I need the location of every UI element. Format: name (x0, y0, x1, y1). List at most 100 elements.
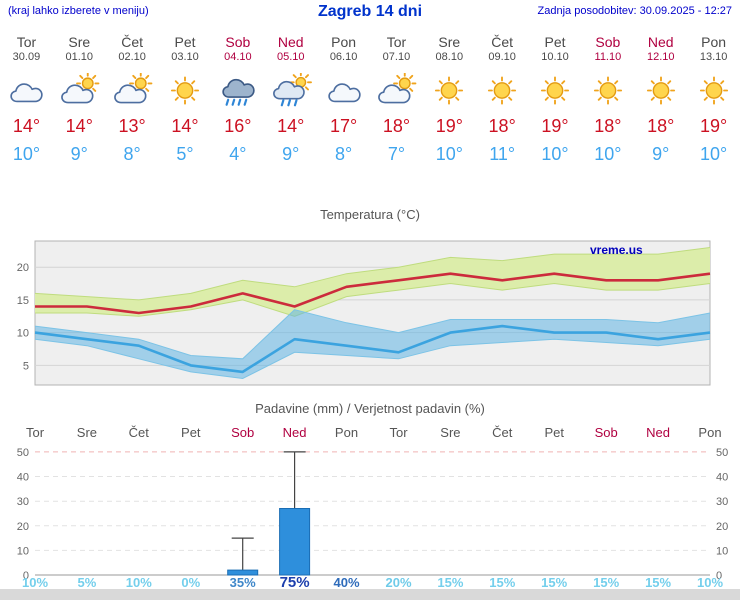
day-high-temp: 16° (224, 116, 252, 136)
precip-probability: 15% (593, 575, 619, 590)
precip-day-label: Pet (544, 425, 564, 440)
day-date: 13.10 (699, 51, 728, 63)
weather-icon-cell (423, 70, 476, 110)
sun-icon (540, 75, 570, 105)
precip-probability: 0% (181, 575, 200, 590)
day-name: Sre (438, 34, 461, 50)
precip-y-tick-left: 40 (17, 472, 29, 484)
weather-icon-cell (211, 70, 264, 110)
day-name: Čet (491, 34, 514, 50)
temp-y-tick: 5 (23, 360, 29, 372)
weather-icon-cell (106, 70, 159, 110)
day-date: 30.09 (12, 51, 41, 63)
precip-y-tick-left: 10 (17, 545, 29, 557)
last-updated: Zadnja posodobitev: 30.09.2025 - 12:27 (537, 5, 732, 17)
sun-cloud-icon (114, 72, 153, 103)
sun-cloud-icon (378, 72, 417, 103)
sun-rain-icon (272, 72, 312, 106)
day-column[interactable]: Sre 01.10 14° 9° (53, 34, 106, 165)
day-date: 05.10 (276, 51, 305, 63)
precip-y-tick-left: 0 (23, 570, 29, 582)
weather-icon-cell (264, 70, 317, 110)
precip-probability: 15% (645, 575, 671, 590)
precip-probability: 15% (541, 575, 567, 590)
day-low-temp: 9° (70, 144, 88, 164)
rain-icon (222, 78, 255, 106)
precip-probability: 10% (697, 575, 723, 590)
day-high-temp: 13° (118, 116, 146, 136)
day-column[interactable]: Čet 09.10 18° 11° (476, 34, 529, 165)
day-column[interactable]: Sob 11.10 18° 10° (581, 34, 634, 165)
precip-y-tick-left: 20 (17, 521, 29, 533)
day-column[interactable]: Pet 03.10 14° 5° (159, 34, 212, 165)
temp-max-line (35, 272, 711, 315)
precip-day-label: Pon (698, 425, 721, 440)
watermark: vreme.us (590, 243, 643, 257)
day-name: Pon (331, 34, 357, 50)
day-low-temp: 10° (435, 144, 463, 164)
precip-day-label: Tor (389, 425, 408, 440)
day-date: 01.10 (65, 51, 94, 63)
day-high-temp: 14° (65, 116, 93, 136)
day-column[interactable]: Ned 05.10 14° 9° (264, 34, 317, 165)
day-low-temp: 7° (387, 144, 406, 164)
precipitation-chart-title: Padavine (mm) / Verjetnost padavin (%) (255, 401, 485, 416)
day-column[interactable]: Tor 30.09 14° 10° (0, 34, 53, 165)
precip-y-tick-right: 30 (716, 496, 728, 508)
day-high-temp: 18° (594, 116, 622, 136)
precip-y-tick-right: 0 (716, 570, 722, 582)
precip-day-label: Ned (646, 425, 670, 440)
day-column[interactable]: Tor 07.10 18° 7° (370, 34, 423, 165)
precip-day-label: Sre (440, 425, 460, 440)
weather-icon-cell (476, 70, 529, 110)
precip-probability: 20% (385, 575, 411, 590)
weather-icon-cell (0, 70, 53, 110)
precip-day-label: Ned (283, 425, 307, 440)
sun-cloud-icon (61, 72, 100, 103)
topbar: (kraj lahko izberete v meniju) Zagreb 14… (0, 0, 740, 24)
precip-y-tick-right: 40 (716, 472, 728, 484)
day-high-temp: 14° (277, 116, 305, 136)
day-column[interactable]: Čet 02.10 13° 8° (106, 34, 159, 165)
page-title: Zagreb 14 dni (317, 3, 423, 20)
precip-probability: 10% (22, 575, 48, 590)
menu-hint: (kraj lahko izberete v meniju) (8, 5, 149, 17)
day-column[interactable]: Pet 10.10 19° 10° (529, 34, 582, 165)
cloud-icon (10, 82, 44, 102)
sun-icon (593, 75, 622, 105)
day-low-temp: 8° (123, 144, 141, 164)
day-low-temp: 9° (282, 144, 300, 164)
day-date: 10.10 (541, 51, 569, 63)
sun-icon (170, 75, 200, 105)
weather-icon-cell (529, 70, 582, 110)
day-name: Sob (225, 34, 251, 50)
day-name: Sre (68, 34, 91, 50)
day-low-temp: 10° (699, 144, 728, 164)
precip-day-label: Pet (181, 425, 201, 440)
day-low-temp: 4° (229, 144, 247, 164)
day-date: 08.10 (435, 51, 464, 63)
temp-y-tick: 10 (17, 328, 29, 340)
day-high-temp: 14° (12, 116, 41, 136)
day-name: Ned (277, 34, 304, 50)
day-date: 07.10 (382, 51, 411, 63)
day-column[interactable]: Sob 04.10 16° 4° (211, 34, 264, 165)
day-column[interactable]: Sre 08.10 19° 10° (423, 34, 476, 165)
day-high-temp: 19° (541, 116, 569, 136)
day-high-temp: 19° (699, 116, 728, 136)
day-column[interactable]: Ned 12.10 18° 9° (634, 34, 687, 165)
precip-day-label: Čet (492, 425, 513, 440)
day-low-temp: 8° (334, 144, 353, 164)
day-column[interactable]: Pon 06.10 17° 8° (317, 34, 370, 165)
day-column[interactable]: Pon 13.10 19° 10° (687, 34, 740, 165)
day-date: 12.10 (646, 51, 675, 63)
day-high-temp: 19° (435, 116, 463, 136)
day-name: Tor (386, 34, 407, 50)
temp-y-tick: 20 (17, 262, 29, 274)
precip-probability: 10% (126, 575, 152, 590)
weather-icon-cell (370, 70, 423, 110)
precip-probability: 15% (437, 575, 463, 590)
precip-y-tick-left: 30 (17, 496, 29, 508)
sun-icon (699, 75, 728, 105)
